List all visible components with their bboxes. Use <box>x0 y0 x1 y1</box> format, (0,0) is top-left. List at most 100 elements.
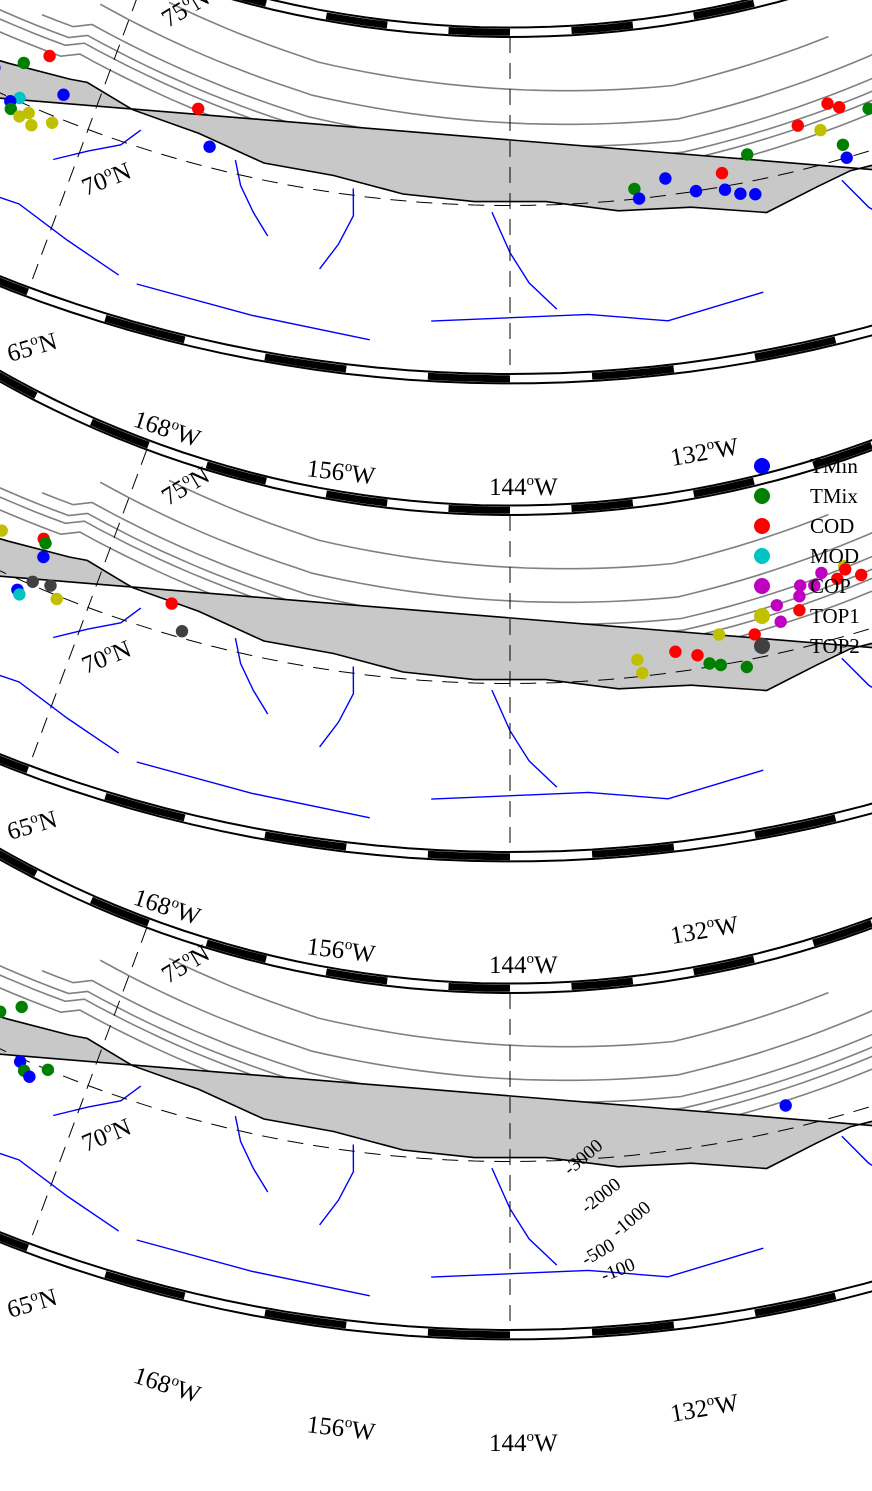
river-line <box>319 666 355 748</box>
station-TOP2 <box>26 575 39 588</box>
river-line <box>53 607 142 639</box>
station-COP <box>794 579 807 592</box>
station-TMin <box>718 183 732 196</box>
station-TMin <box>734 187 747 200</box>
frame-tick <box>104 1270 186 1300</box>
station-TMix <box>740 660 753 674</box>
station-TMix <box>628 182 641 196</box>
parallel-line <box>0 327 872 685</box>
legend-marker-COD <box>754 518 770 534</box>
river-line <box>431 1247 764 1278</box>
station-TMix <box>741 148 754 161</box>
station-COP <box>770 599 783 612</box>
lon-label: 132oW <box>668 910 741 950</box>
map-frame <box>0 847 872 1341</box>
station-TMix <box>714 658 727 672</box>
frame-tick <box>571 499 634 512</box>
lat-label: 65oN <box>4 1283 60 1324</box>
station-TMix <box>836 138 850 151</box>
frame-tick <box>427 372 510 383</box>
frame-tick <box>0 850 38 877</box>
station-TOP1 <box>45 116 59 129</box>
station-COP <box>774 615 787 628</box>
station-COD <box>43 49 56 63</box>
map-frame <box>0 0 872 385</box>
frame-tick <box>325 12 388 29</box>
station-COD <box>839 563 852 576</box>
station-TMix <box>17 56 30 70</box>
rivers <box>0 1073 872 1297</box>
legend-label: TOP2 <box>810 634 860 658</box>
frame-tick <box>591 365 675 380</box>
station-COD <box>691 649 704 662</box>
station-MOD <box>13 588 26 601</box>
river-line <box>841 1135 872 1191</box>
legend-label: COD <box>810 514 854 538</box>
lon-label: 132oW <box>668 432 741 472</box>
isobath-line <box>99 3 872 126</box>
lon-label: 156oW <box>305 932 377 968</box>
river-line <box>841 179 872 235</box>
river-line <box>491 689 558 788</box>
frame-tick <box>448 505 511 514</box>
river-line <box>841 657 872 713</box>
frame-tick <box>205 461 267 485</box>
legend-marker-TOP1 <box>754 608 770 624</box>
river-line <box>431 769 764 800</box>
isobath-line <box>168 1 829 92</box>
legend: TMin TMix COD MOD COP TOP1 TOP2 <box>754 454 860 658</box>
frame-tick <box>325 968 388 985</box>
land <box>0 462 872 692</box>
rivers <box>0 117 872 341</box>
river-line <box>234 1115 269 1193</box>
map-panel-c: c75oN70oN65oN168oW156oW144oW132oW-3000-2… <box>0 687 872 1457</box>
station-COD <box>669 645 682 658</box>
frame-tick <box>427 1328 510 1339</box>
station-TMin <box>659 172 672 185</box>
river-line <box>491 211 558 310</box>
legend-label: TMix <box>810 484 858 508</box>
frame-tick <box>0 372 38 399</box>
frame-tick <box>693 955 755 976</box>
legend-marker-TOP2 <box>754 638 770 654</box>
isobath-line <box>99 481 872 604</box>
frame-tick <box>812 919 872 947</box>
station-TMin <box>749 188 762 201</box>
station-TOP1 <box>50 592 63 606</box>
frame-tick <box>264 353 347 373</box>
lon-label: 156oW <box>305 1410 377 1446</box>
lon-label: 132oW <box>668 1388 741 1428</box>
legend-label: TMin <box>810 454 858 478</box>
land <box>0 940 872 1170</box>
station-TOP1 <box>631 653 644 666</box>
station-COD <box>165 597 178 610</box>
frame-tick <box>104 314 186 344</box>
river-line <box>136 761 370 819</box>
station-COD <box>748 628 761 641</box>
frame-tick <box>448 983 511 992</box>
station-TMin <box>689 184 703 198</box>
river-line <box>319 188 355 270</box>
frame-tick <box>448 27 511 36</box>
legend-label: TOP1 <box>810 604 860 628</box>
river-line <box>431 291 764 322</box>
isobath-line <box>168 957 829 1048</box>
frame-tick <box>812 441 872 469</box>
parallel-line <box>0 805 872 1163</box>
legend-marker-MOD <box>754 548 770 564</box>
station-TMin <box>632 192 646 205</box>
river-line <box>0 595 120 754</box>
station-TMin <box>840 151 853 164</box>
frame-tick <box>90 896 150 927</box>
station-TMix <box>0 1005 7 1018</box>
station-COP <box>808 579 821 592</box>
river-line <box>136 1239 370 1297</box>
lon-label: 168oW <box>130 1361 204 1409</box>
station-COD <box>833 101 846 114</box>
river-line <box>136 283 370 341</box>
lat-label: 65oN <box>4 805 60 846</box>
station-TMin <box>37 550 50 564</box>
map-panel-a: a75oN70oN65oN168oW156oW144oW132oW <box>0 0 872 501</box>
frame-tick <box>90 418 150 449</box>
